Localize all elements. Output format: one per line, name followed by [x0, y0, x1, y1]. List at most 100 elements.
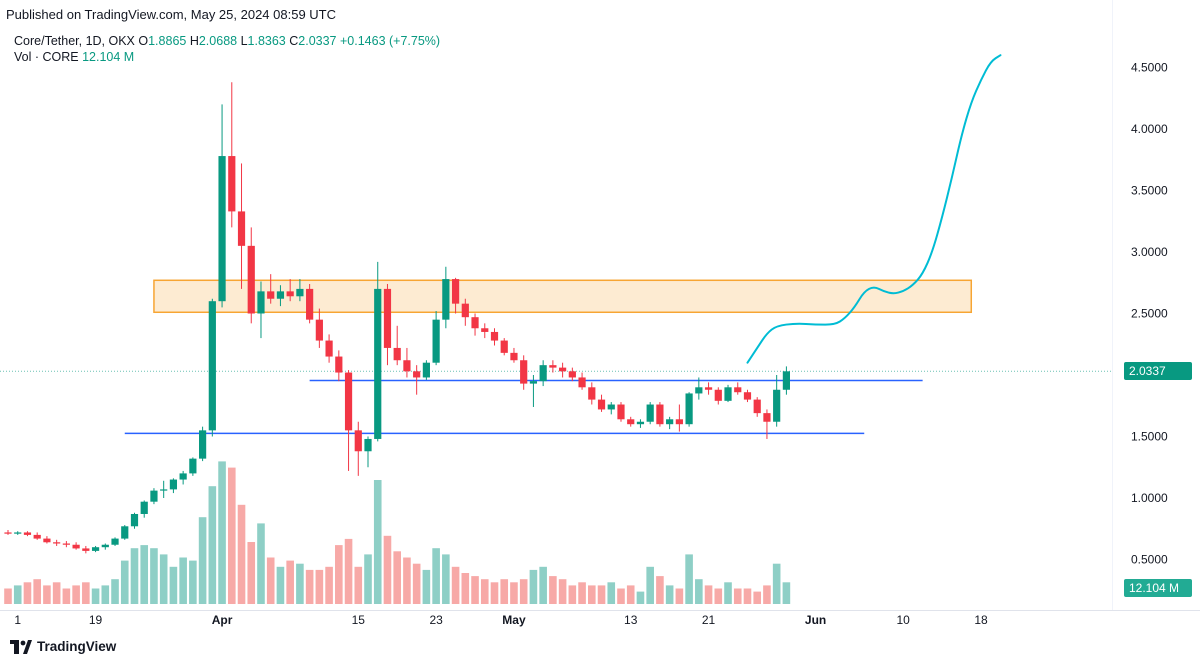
candle-body [14, 532, 22, 534]
volume-bar [305, 569, 314, 604]
volume-bar [354, 566, 363, 604]
candle-body [276, 291, 285, 299]
y-tick-label: 1.5000 [1131, 430, 1168, 444]
candle-body [782, 371, 790, 390]
candle-body [393, 347, 401, 361]
candle-body [724, 387, 732, 401]
x-tick-label: 19 [89, 613, 103, 627]
candle-body [150, 490, 158, 502]
volume-bar [257, 523, 265, 604]
candle-body [578, 377, 586, 388]
volume-bar [286, 560, 294, 604]
candle-body [257, 291, 265, 314]
last-volume-badge: 12.104 M [1124, 579, 1192, 598]
volume-bar [724, 582, 732, 604]
volume-bar [490, 582, 499, 604]
volume-bar [169, 566, 178, 604]
volume-bar [296, 563, 304, 604]
volume-bar [43, 585, 51, 604]
candle-body [568, 371, 576, 378]
y-tick-label: 0.5000 [1131, 553, 1168, 567]
volume-bar [120, 560, 129, 604]
candle-body [344, 372, 353, 431]
candle-body [656, 404, 664, 425]
candle-body [520, 360, 528, 384]
close-value: 2.0337 [298, 34, 337, 48]
high-value: 2.0688 [198, 34, 238, 48]
candle-body [500, 340, 508, 353]
candle-body [130, 513, 139, 527]
candle-body [666, 419, 674, 425]
volume-bar [529, 569, 538, 604]
volume-bar [23, 582, 32, 604]
candle-body [471, 317, 479, 329]
volume-bar [91, 588, 100, 604]
candle-body [646, 404, 654, 422]
volume-bar [227, 467, 236, 604]
candle-body [354, 430, 362, 452]
volume-bar [480, 579, 489, 604]
tradingview-logo-icon [10, 639, 32, 654]
candle-body [461, 303, 469, 318]
x-tick-label: 10 [896, 613, 910, 627]
volume-value: 12.104 M [82, 50, 135, 64]
x-tick-label: 18 [974, 613, 988, 627]
candle-body [91, 547, 100, 551]
volume-bar [373, 480, 382, 604]
volume-bar [62, 588, 71, 604]
candle-body [53, 542, 61, 544]
volume-bar [656, 576, 664, 604]
x-tick-label: 13 [624, 613, 638, 627]
low-value: 1.8363 [247, 34, 286, 48]
ohlc-row: Core/Tether, 1D, OKX O1.8865 H2.0688 L1.… [14, 33, 440, 49]
volume-bar [519, 579, 528, 604]
volume-bar [159, 554, 168, 604]
y-tick-label: 2.5000 [1131, 307, 1168, 321]
last-price-badge: 2.0337 [1124, 362, 1192, 381]
volume-bar [675, 588, 684, 604]
high-label: H [189, 34, 199, 48]
candle-body [743, 392, 752, 400]
volume-bar [568, 585, 577, 604]
symbol-label: Core/Tether, 1D, OKX [14, 34, 135, 48]
candle-body [179, 473, 187, 480]
candle-body [704, 387, 713, 390]
x-tick-label: 1 [14, 613, 21, 627]
volume-bar [500, 579, 509, 604]
volume-bar [198, 517, 207, 604]
candle-body [539, 365, 547, 382]
candle-body [23, 532, 32, 535]
volume-row: Vol · CORE 12.104 M [14, 49, 440, 65]
resistance-zone [153, 279, 973, 314]
candle-body [403, 360, 411, 372]
volume-bar [412, 563, 421, 604]
volume-bar [733, 588, 742, 604]
candle-body [364, 438, 372, 452]
volume-bar [130, 548, 139, 604]
candle-body [597, 399, 606, 410]
candle-body [714, 389, 722, 401]
candle-body [267, 291, 275, 299]
volume-bar [665, 585, 674, 604]
volume-bar [451, 566, 460, 604]
volume-bar [383, 535, 392, 604]
candle-body [559, 367, 567, 372]
volume-bar [335, 545, 343, 604]
y-tick-label: 4.5000 [1131, 61, 1168, 75]
volume-bar [33, 579, 41, 604]
candle-body [228, 156, 236, 212]
candle-body [607, 404, 615, 410]
candle-body [335, 356, 343, 373]
volume-bar [150, 548, 158, 604]
volume-label: Vol · CORE [14, 50, 79, 64]
candle-body [685, 393, 693, 425]
volume-bar [617, 588, 625, 604]
volume-bar [72, 585, 80, 604]
x-tick-label: May [502, 613, 526, 627]
volume-bar [111, 579, 119, 604]
y-tick-label: 3.5000 [1131, 184, 1168, 198]
y-tick-label: 1.0000 [1131, 491, 1168, 505]
candle-body [442, 279, 450, 320]
volume-bar [510, 582, 518, 604]
